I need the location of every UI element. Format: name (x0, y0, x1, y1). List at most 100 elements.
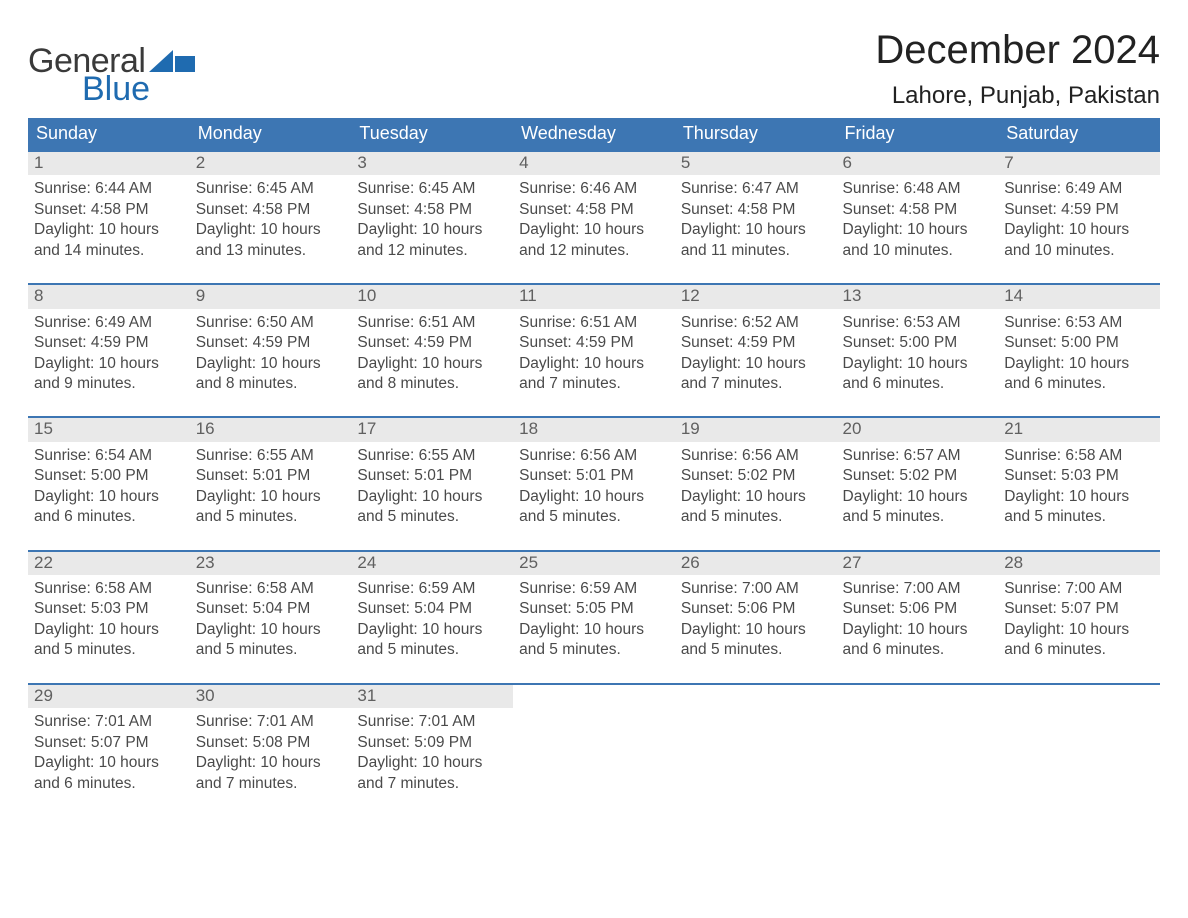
sunrise-line: Sunrise: 6:46 AM (519, 179, 669, 199)
day-number: 27 (837, 552, 999, 575)
sunset-line: Sunset: 4:58 PM (681, 200, 831, 220)
sunrise-line: Sunrise: 7:00 AM (1004, 579, 1154, 599)
day-cell: 6Sunrise: 6:48 AMSunset: 4:58 PMDaylight… (837, 151, 999, 284)
daylight-line: Daylight: 10 hours and 5 minutes. (519, 487, 669, 528)
sunset-line: Sunset: 5:03 PM (34, 599, 184, 619)
day-cell: 26Sunrise: 7:00 AMSunset: 5:06 PMDayligh… (675, 551, 837, 684)
sunset-line: Sunset: 5:07 PM (34, 733, 184, 753)
day-cell: 27Sunrise: 7:00 AMSunset: 5:06 PMDayligh… (837, 551, 999, 684)
day-body: Sunrise: 6:51 AMSunset: 4:59 PMDaylight:… (513, 309, 675, 417)
sunrise-line: Sunrise: 6:48 AM (843, 179, 993, 199)
day-cell: 22Sunrise: 6:58 AMSunset: 5:03 PMDayligh… (28, 551, 190, 684)
sunset-line: Sunset: 5:01 PM (196, 466, 346, 486)
dow-wed: Wednesday (513, 118, 675, 151)
sunrise-line: Sunrise: 6:56 AM (681, 446, 831, 466)
sunrise-line: Sunrise: 6:58 AM (196, 579, 346, 599)
day-number: 30 (190, 685, 352, 708)
day-body: Sunrise: 6:51 AMSunset: 4:59 PMDaylight:… (351, 309, 513, 417)
day-body: Sunrise: 6:47 AMSunset: 4:58 PMDaylight:… (675, 175, 837, 283)
sunrise-line: Sunrise: 6:58 AM (1004, 446, 1154, 466)
sunset-line: Sunset: 5:06 PM (843, 599, 993, 619)
day-body: Sunrise: 6:56 AMSunset: 5:01 PMDaylight:… (513, 442, 675, 550)
daylight-line: Daylight: 10 hours and 6 minutes. (34, 753, 184, 794)
sunrise-line: Sunrise: 6:58 AM (34, 579, 184, 599)
day-body: Sunrise: 7:01 AMSunset: 5:07 PMDaylight:… (28, 708, 190, 816)
day-body: Sunrise: 7:00 AMSunset: 5:06 PMDaylight:… (837, 575, 999, 683)
day-cell: 8Sunrise: 6:49 AMSunset: 4:59 PMDaylight… (28, 284, 190, 417)
dow-sun: Sunday (28, 118, 190, 151)
title-block: December 2024 Lahore, Punjab, Pakistan (875, 18, 1160, 110)
day-number: 7 (998, 152, 1160, 175)
daylight-line: Daylight: 10 hours and 8 minutes. (196, 354, 346, 395)
day-number: 19 (675, 418, 837, 441)
daylight-line: Daylight: 10 hours and 10 minutes. (843, 220, 993, 261)
sunset-line: Sunset: 5:00 PM (843, 333, 993, 353)
daylight-line: Daylight: 10 hours and 10 minutes. (1004, 220, 1154, 261)
daylight-line: Daylight: 10 hours and 7 minutes. (357, 753, 507, 794)
day-cell: 25Sunrise: 6:59 AMSunset: 5:05 PMDayligh… (513, 551, 675, 684)
day-body: Sunrise: 6:58 AMSunset: 5:03 PMDaylight:… (28, 575, 190, 683)
daylight-line: Daylight: 10 hours and 7 minutes. (519, 354, 669, 395)
sunrise-line: Sunrise: 6:59 AM (357, 579, 507, 599)
day-number: 24 (351, 552, 513, 575)
daylight-line: Daylight: 10 hours and 5 minutes. (34, 620, 184, 661)
day-cell (998, 684, 1160, 816)
daylight-line: Daylight: 10 hours and 7 minutes. (196, 753, 346, 794)
daylight-line: Daylight: 10 hours and 5 minutes. (1004, 487, 1154, 528)
day-cell: 17Sunrise: 6:55 AMSunset: 5:01 PMDayligh… (351, 417, 513, 550)
daylight-line: Daylight: 10 hours and 5 minutes. (357, 620, 507, 661)
sunset-line: Sunset: 5:06 PM (681, 599, 831, 619)
daylight-line: Daylight: 10 hours and 5 minutes. (196, 487, 346, 528)
day-cell: 21Sunrise: 6:58 AMSunset: 5:03 PMDayligh… (998, 417, 1160, 550)
day-cell: 16Sunrise: 6:55 AMSunset: 5:01 PMDayligh… (190, 417, 352, 550)
sunrise-line: Sunrise: 6:51 AM (357, 313, 507, 333)
sunset-line: Sunset: 4:58 PM (196, 200, 346, 220)
day-cell: 13Sunrise: 6:53 AMSunset: 5:00 PMDayligh… (837, 284, 999, 417)
day-number: 28 (998, 552, 1160, 575)
brand-logo: General Blue (28, 18, 195, 106)
sunset-line: Sunset: 5:01 PM (519, 466, 669, 486)
sunrise-line: Sunrise: 6:44 AM (34, 179, 184, 199)
sunset-line: Sunset: 5:02 PM (681, 466, 831, 486)
sunrise-line: Sunrise: 6:49 AM (1004, 179, 1154, 199)
day-body: Sunrise: 6:56 AMSunset: 5:02 PMDaylight:… (675, 442, 837, 550)
sunset-line: Sunset: 5:03 PM (1004, 466, 1154, 486)
day-number: 20 (837, 418, 999, 441)
sunset-line: Sunset: 5:00 PM (1004, 333, 1154, 353)
day-number: 10 (351, 285, 513, 308)
day-body: Sunrise: 6:48 AMSunset: 4:58 PMDaylight:… (837, 175, 999, 283)
day-cell: 5Sunrise: 6:47 AMSunset: 4:58 PMDaylight… (675, 151, 837, 284)
day-cell: 19Sunrise: 6:56 AMSunset: 5:02 PMDayligh… (675, 417, 837, 550)
sunset-line: Sunset: 4:59 PM (519, 333, 669, 353)
day-number: 18 (513, 418, 675, 441)
day-cell: 1Sunrise: 6:44 AMSunset: 4:58 PMDaylight… (28, 151, 190, 284)
sunrise-line: Sunrise: 6:53 AM (843, 313, 993, 333)
daylight-line: Daylight: 10 hours and 14 minutes. (34, 220, 184, 261)
week-row: 22Sunrise: 6:58 AMSunset: 5:03 PMDayligh… (28, 551, 1160, 684)
sunset-line: Sunset: 5:04 PM (196, 599, 346, 619)
day-cell (837, 684, 999, 816)
day-cell: 29Sunrise: 7:01 AMSunset: 5:07 PMDayligh… (28, 684, 190, 816)
sunset-line: Sunset: 4:58 PM (34, 200, 184, 220)
day-cell: 2Sunrise: 6:45 AMSunset: 4:58 PMDaylight… (190, 151, 352, 284)
sunrise-line: Sunrise: 7:00 AM (681, 579, 831, 599)
dow-fri: Friday (837, 118, 999, 151)
daylight-line: Daylight: 10 hours and 5 minutes. (843, 487, 993, 528)
day-cell: 24Sunrise: 6:59 AMSunset: 5:04 PMDayligh… (351, 551, 513, 684)
calendar-body: 1Sunrise: 6:44 AMSunset: 4:58 PMDaylight… (28, 151, 1160, 816)
day-cell: 30Sunrise: 7:01 AMSunset: 5:08 PMDayligh… (190, 684, 352, 816)
daylight-line: Daylight: 10 hours and 9 minutes. (34, 354, 184, 395)
brand-part2: Blue (82, 72, 195, 106)
calendar-table: Sunday Monday Tuesday Wednesday Thursday… (28, 118, 1160, 816)
sunrise-line: Sunrise: 6:56 AM (519, 446, 669, 466)
day-cell: 14Sunrise: 6:53 AMSunset: 5:00 PMDayligh… (998, 284, 1160, 417)
day-number: 6 (837, 152, 999, 175)
day-cell: 20Sunrise: 6:57 AMSunset: 5:02 PMDayligh… (837, 417, 999, 550)
sunrise-line: Sunrise: 6:53 AM (1004, 313, 1154, 333)
month-title: December 2024 (875, 28, 1160, 72)
sunset-line: Sunset: 5:01 PM (357, 466, 507, 486)
day-cell: 7Sunrise: 6:49 AMSunset: 4:59 PMDaylight… (998, 151, 1160, 284)
day-number: 11 (513, 285, 675, 308)
day-body: Sunrise: 6:59 AMSunset: 5:05 PMDaylight:… (513, 575, 675, 683)
location: Lahore, Punjab, Pakistan (875, 82, 1160, 110)
